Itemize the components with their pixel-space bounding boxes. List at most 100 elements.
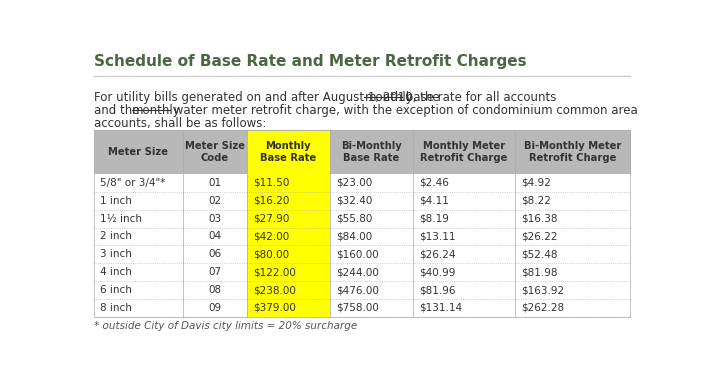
Text: 6 inch: 6 inch: [100, 285, 132, 295]
Text: $262.28: $262.28: [522, 303, 565, 313]
Bar: [94, 130, 183, 174]
Bar: [183, 210, 247, 227]
Text: 4 inch: 4 inch: [100, 267, 132, 277]
Bar: [183, 192, 247, 210]
Text: 8 inch: 8 inch: [100, 303, 132, 313]
Bar: [330, 263, 413, 281]
Text: $238.00: $238.00: [253, 285, 297, 295]
Bar: [330, 227, 413, 245]
Text: $84.00: $84.00: [337, 232, 373, 241]
Text: $26.22: $26.22: [522, 232, 558, 241]
Bar: [413, 130, 515, 174]
Bar: [330, 245, 413, 263]
Text: 1 inch: 1 inch: [100, 196, 132, 206]
Text: $2.46: $2.46: [419, 178, 449, 188]
Text: $379.00: $379.00: [253, 303, 297, 313]
Bar: [94, 299, 183, 317]
Bar: [330, 210, 413, 227]
Text: $160.00: $160.00: [337, 249, 379, 259]
Bar: [330, 130, 413, 174]
Text: 07: 07: [208, 267, 222, 277]
Text: 1½ inch: 1½ inch: [100, 214, 143, 224]
Bar: [183, 227, 247, 245]
Bar: [94, 210, 183, 227]
Text: Bi-Monthly
Base Rate: Bi-Monthly Base Rate: [341, 141, 402, 163]
Text: Meter Size
Code: Meter Size Code: [185, 141, 245, 163]
Text: 04: 04: [208, 232, 222, 241]
Text: $27.90: $27.90: [253, 214, 290, 224]
Text: $42.00: $42.00: [253, 232, 289, 241]
Text: Monthly Meter
Retrofit Charge: Monthly Meter Retrofit Charge: [420, 141, 508, 163]
Text: 06: 06: [208, 249, 222, 259]
Text: Schedule of Base Rate and Meter Retrofit Charges: Schedule of Base Rate and Meter Retrofit…: [94, 54, 527, 69]
Bar: [94, 245, 183, 263]
Bar: [247, 281, 330, 299]
Bar: [413, 227, 515, 245]
Bar: [413, 245, 515, 263]
Text: $8.22: $8.22: [522, 196, 551, 206]
Text: * outside City of Davis city limits = 20% surcharge: * outside City of Davis city limits = 20…: [94, 321, 357, 331]
Text: monthly: monthly: [364, 91, 413, 104]
Text: base rate for all accounts: base rate for all accounts: [402, 91, 556, 104]
Text: $81.96: $81.96: [419, 285, 456, 295]
Text: accounts, shall be as follows:: accounts, shall be as follows:: [94, 117, 266, 130]
Text: $23.00: $23.00: [337, 178, 373, 188]
Text: $476.00: $476.00: [337, 285, 379, 295]
Text: and the: and the: [94, 104, 143, 117]
Bar: [94, 174, 183, 192]
Bar: [247, 263, 330, 281]
Text: 08: 08: [208, 285, 222, 295]
Text: $26.24: $26.24: [419, 249, 456, 259]
Text: $55.80: $55.80: [337, 214, 373, 224]
Bar: [330, 281, 413, 299]
Bar: [330, 192, 413, 210]
Bar: [247, 299, 330, 317]
Bar: [183, 174, 247, 192]
Text: $81.98: $81.98: [522, 267, 558, 277]
Text: $11.50: $11.50: [253, 178, 290, 188]
Bar: [247, 245, 330, 263]
Bar: [413, 174, 515, 192]
Bar: [413, 210, 515, 227]
Text: $80.00: $80.00: [253, 249, 289, 259]
Bar: [247, 130, 330, 174]
Bar: [515, 130, 630, 174]
Text: $52.48: $52.48: [522, 249, 558, 259]
Bar: [247, 227, 330, 245]
Bar: [247, 210, 330, 227]
Text: 3 inch: 3 inch: [100, 249, 132, 259]
Bar: [183, 130, 247, 174]
Bar: [183, 299, 247, 317]
Text: Monthly
Base Rate: Monthly Base Rate: [261, 141, 316, 163]
Text: $758.00: $758.00: [337, 303, 379, 313]
Bar: [515, 227, 630, 245]
Bar: [183, 245, 247, 263]
Bar: [515, 281, 630, 299]
Bar: [247, 174, 330, 192]
Text: 5/8" or 3/4"*: 5/8" or 3/4"*: [100, 178, 166, 188]
Text: Meter Size: Meter Size: [109, 147, 169, 157]
Bar: [413, 299, 515, 317]
Bar: [515, 174, 630, 192]
Text: For utility bills generated on and after August 1, 2010, the: For utility bills generated on and after…: [94, 91, 443, 104]
Bar: [515, 299, 630, 317]
Text: $163.92: $163.92: [522, 285, 565, 295]
Text: 2 inch: 2 inch: [100, 232, 132, 241]
Text: Bi-Monthly Meter
Retrofit Charge: Bi-Monthly Meter Retrofit Charge: [524, 141, 621, 163]
Bar: [94, 263, 183, 281]
Bar: [413, 192, 515, 210]
Text: $4.11: $4.11: [419, 196, 449, 206]
Bar: [515, 192, 630, 210]
Text: 09: 09: [208, 303, 222, 313]
Bar: [94, 192, 183, 210]
Text: $32.40: $32.40: [337, 196, 373, 206]
Bar: [515, 210, 630, 227]
Text: $8.19: $8.19: [419, 214, 449, 224]
Bar: [94, 227, 183, 245]
Text: $16.38: $16.38: [522, 214, 558, 224]
Text: $4.92: $4.92: [522, 178, 551, 188]
Text: $13.11: $13.11: [419, 232, 456, 241]
Bar: [94, 281, 183, 299]
Bar: [413, 263, 515, 281]
Text: $244.00: $244.00: [337, 267, 379, 277]
